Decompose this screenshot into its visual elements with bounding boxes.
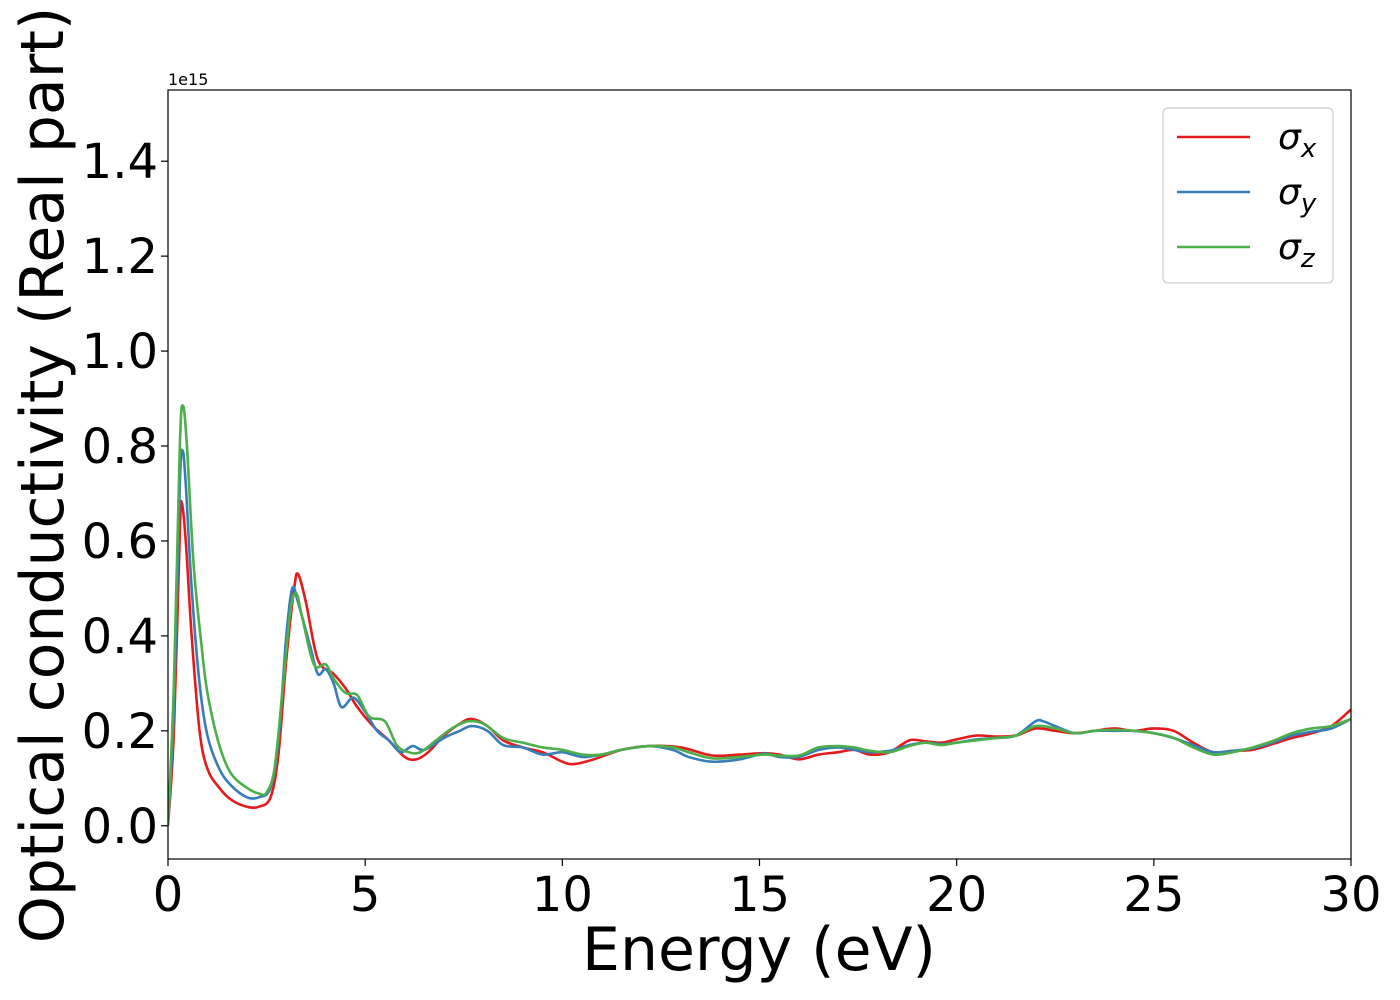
x-tick-label: 30 xyxy=(1320,867,1381,923)
legend: σx σy σz xyxy=(1162,107,1334,284)
series-line-z xyxy=(168,404,1351,826)
y-axis-title: Optical conductivity (Real part) xyxy=(8,7,78,944)
legend-label-z: σz xyxy=(1278,227,1316,274)
y-tick-label: 0.8 xyxy=(82,419,158,475)
y-tick-label: 0.4 xyxy=(82,609,158,665)
x-tick-label: 0 xyxy=(153,867,184,923)
series-lines xyxy=(168,404,1351,826)
plot-area xyxy=(168,90,1351,859)
y-axis-ticks: 0.0 0.2 0.4 0.6 0.8 1.0 1.2 1.4 xyxy=(82,134,168,855)
y-tick-label: 1.0 xyxy=(82,324,158,380)
y-offset-label: 1e15 xyxy=(168,70,208,89)
x-tick-label: 20 xyxy=(926,867,987,923)
x-tick-label: 10 xyxy=(532,867,593,923)
x-tick-label: 5 xyxy=(350,867,381,923)
x-axis-title: Energy (eV) xyxy=(582,915,936,985)
legend-label-y: σy xyxy=(1278,172,1317,219)
x-axis-ticks: 0 5 10 15 20 25 30 xyxy=(153,859,1382,923)
y-tick-label: 1.2 xyxy=(82,229,158,285)
y-tick-label: 1.4 xyxy=(82,134,158,190)
legend-box xyxy=(1162,107,1334,284)
legend-label-x: σx xyxy=(1278,117,1317,164)
y-tick-label: 0.6 xyxy=(82,514,158,570)
y-tick-label: 0.0 xyxy=(82,799,158,855)
x-tick-label: 15 xyxy=(729,867,790,923)
x-tick-label: 25 xyxy=(1123,867,1184,923)
y-tick-label: 0.2 xyxy=(82,704,158,760)
